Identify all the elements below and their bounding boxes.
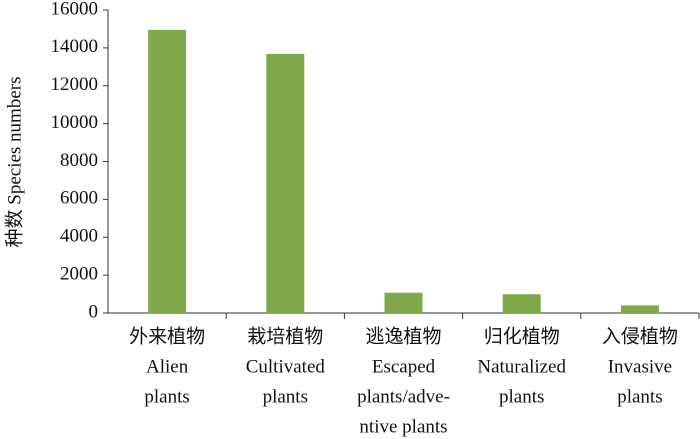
- x-tick-label: Naturalized: [477, 356, 566, 377]
- x-tick-label: 入侵植物: [602, 325, 678, 347]
- y-tick-label: 14000: [51, 36, 99, 57]
- y-tick-label: 16000: [51, 0, 99, 19]
- y-tick-label: 4000: [60, 226, 98, 247]
- bar: [384, 292, 423, 313]
- x-tick-label: 外来植物: [129, 325, 205, 347]
- bar: [266, 53, 305, 314]
- x-tick-label: 栽培植物: [247, 325, 323, 347]
- x-tick-label: plants: [499, 386, 544, 407]
- x-tick-label: plants: [263, 386, 308, 407]
- y-tick-label: 2000: [60, 263, 98, 284]
- y-tick-label: 6000: [60, 188, 98, 209]
- x-tick-label: Alien: [146, 356, 189, 377]
- x-tick-label: Escaped: [372, 356, 436, 377]
- x-tick-label: plants: [617, 386, 662, 407]
- y-tick-label: 12000: [51, 74, 99, 95]
- bar: [620, 305, 659, 313]
- bar: [502, 294, 541, 313]
- y-tick-label: 10000: [51, 112, 99, 133]
- bar: [148, 29, 187, 314]
- x-tick-label: Invasive: [608, 356, 672, 377]
- x-tick-label: 归化植物: [484, 325, 560, 347]
- x-tick-label: Cultivated: [246, 356, 326, 377]
- x-tick-label: plants: [144, 386, 189, 407]
- x-tick-label: 逃逸植物: [365, 325, 441, 347]
- y-tick-label: 8000: [60, 150, 98, 171]
- x-tick-label: plants/adve-: [357, 386, 450, 407]
- y-tick-label: 0: [89, 301, 99, 322]
- x-tick-label: ntive plants: [359, 416, 447, 437]
- y-axis-label: 种数 Species numbers: [3, 77, 25, 248]
